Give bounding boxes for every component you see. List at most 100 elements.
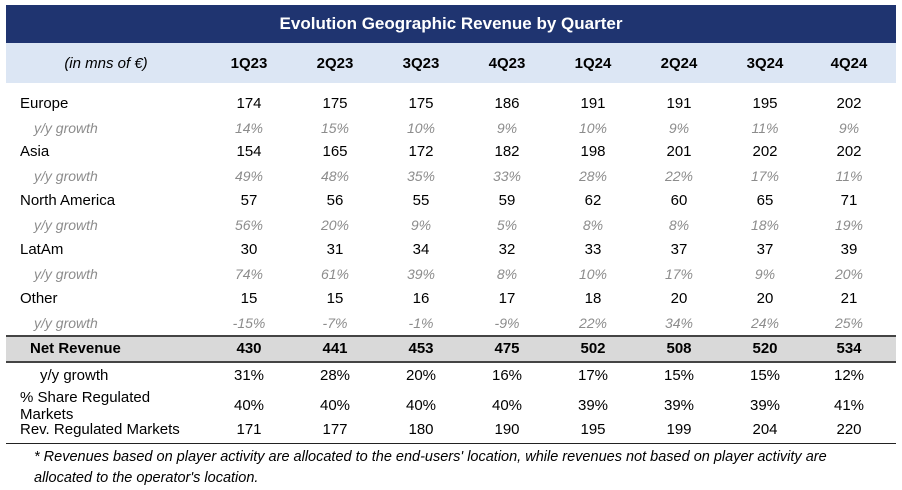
table-cell: 59: [498, 192, 516, 210]
table-cell: 32: [498, 241, 516, 259]
table-cell: 10%: [578, 119, 608, 136]
table-cell: 15: [240, 289, 258, 307]
table-cell: 202: [836, 143, 862, 161]
table-cell: 39%: [577, 396, 609, 414]
table-cell: 16: [412, 289, 430, 307]
table-row: Net Revenue 430 441 453 475 502 508 520 534: [6, 334, 896, 363]
table-cell: 17%: [664, 265, 694, 282]
table-cell: 25%: [834, 314, 864, 331]
column-header: 2Q24: [660, 54, 698, 72]
table-cell: 33%: [492, 168, 522, 185]
table-cell: 31%: [233, 366, 265, 384]
table-cell: 430: [236, 340, 262, 358]
table-row: Asia 154 165 172 182 198 201 202 202: [6, 140, 896, 164]
table-cell: 18: [584, 289, 602, 307]
table-row: North America 57 56 55 59 62 60 65 71: [6, 189, 896, 213]
table-cell: 182: [494, 143, 520, 161]
table-cell: 22%: [664, 168, 694, 185]
table-row: % Share Regulated Markets 40% 40% 40% 40% 39%…: [6, 389, 896, 423]
table-cell: 37: [670, 241, 688, 259]
table-cell: 55: [412, 192, 430, 210]
row-label: North America: [20, 192, 116, 210]
table-cell: 9%: [496, 119, 518, 136]
table-cell: 9%: [668, 119, 690, 136]
row-label: y/y growth: [34, 168, 98, 185]
table-cell: 56: [326, 192, 344, 210]
table-cell: 65: [756, 192, 774, 210]
table-cell: 19%: [834, 217, 864, 234]
table-cell: 165: [322, 143, 348, 161]
table-cell: 186: [494, 94, 520, 112]
table-cell: 41%: [833, 396, 865, 414]
row-label: y/y growth: [34, 265, 98, 282]
table-cell: 20: [670, 289, 688, 307]
column-header: 2Q23: [316, 54, 354, 72]
table-row: LatAm 30 31 34 32 33 37 37 39: [6, 237, 896, 261]
table-cell: 39%: [749, 396, 781, 414]
table-cell: 28%: [578, 168, 608, 185]
table-cell: 195: [752, 94, 778, 112]
table-row: y/y growth 14% 15% 10% 9% 10% 9% 11% 9%: [6, 115, 896, 139]
table-cell: 220: [836, 421, 862, 439]
row-label: y/y growth: [34, 314, 98, 331]
table-cell: 172: [408, 143, 434, 161]
column-header: 4Q23: [488, 54, 526, 72]
table-cell: 10%: [406, 119, 436, 136]
table-cell: 15: [326, 289, 344, 307]
table-cell: 202: [836, 94, 862, 112]
table-cell: 28%: [319, 366, 351, 384]
row-label: LatAm: [20, 241, 64, 259]
table-cell: 175: [408, 94, 434, 112]
row-label: Europe: [20, 94, 69, 112]
table-cell: 33: [584, 241, 602, 259]
table-cell: 40%: [405, 396, 437, 414]
table-cell: 508: [666, 340, 692, 358]
table-cell: 71: [840, 192, 858, 210]
table-cell: 20%: [320, 217, 350, 234]
table-cell: -9%: [494, 314, 520, 331]
table-cell: 154: [236, 143, 262, 161]
row-label: Other: [20, 289, 58, 307]
table-cell: 62: [584, 192, 602, 210]
table-row: Rev. Regulated Markets 171 177 180 190 195 199…: [6, 418, 896, 442]
table-cell: 195: [580, 421, 606, 439]
table-cell: 534: [836, 340, 862, 358]
column-header: 3Q23: [402, 54, 440, 72]
column-header: 1Q24: [574, 54, 612, 72]
column-header: 3Q24: [746, 54, 784, 72]
table-cell: 12%: [833, 366, 865, 384]
table-cell: 204: [752, 421, 778, 439]
table-cell: 20: [756, 289, 774, 307]
table-row: y/y growth -15% -7% -1% -9% 22% 34% 24% 25%: [6, 311, 896, 335]
table-cell: 198: [580, 143, 606, 161]
table-title: Evolution Geographic Revenue by Quarter: [6, 5, 896, 43]
table-cell: 502: [580, 340, 606, 358]
table-cell: 5%: [496, 217, 518, 234]
table-cell: 34: [412, 241, 430, 259]
table-cell: 441: [322, 340, 348, 358]
table-cell: 40%: [233, 396, 265, 414]
table-cell: 177: [322, 421, 348, 439]
table-cell: 56%: [234, 217, 264, 234]
table-row: Other 15 15 16 17 18 20 20 21: [6, 286, 896, 310]
table-cell: 11%: [751, 119, 779, 136]
table-cell: 14%: [234, 119, 264, 136]
table-row: y/y growth 31% 28% 20% 16% 17% 15% 15% 12%: [6, 363, 896, 387]
table-cell: -15%: [232, 314, 266, 331]
table-cell: 48%: [320, 168, 350, 185]
table-cell: 17%: [577, 366, 609, 384]
table-cell: 40%: [319, 396, 351, 414]
revenue-table: Evolution Geographic Revenue by Quarter …: [6, 5, 896, 487]
table-cell: 8%: [496, 265, 518, 282]
table-cell: 202: [752, 143, 778, 161]
table-row: y/y growth 74% 61% 39% 8% 10% 17% 9% 20%: [6, 262, 896, 286]
row-label: Asia: [20, 143, 50, 161]
table-cell: 31: [326, 241, 344, 259]
table-cell: 15%: [749, 366, 781, 384]
unit-label: (in mns of €): [64, 54, 148, 72]
table-cell: 9%: [838, 119, 860, 136]
row-label: y/y growth: [40, 366, 109, 384]
table-cell: 475: [494, 340, 520, 358]
table-cell: 39: [840, 241, 858, 259]
table-cell: 16%: [491, 366, 523, 384]
